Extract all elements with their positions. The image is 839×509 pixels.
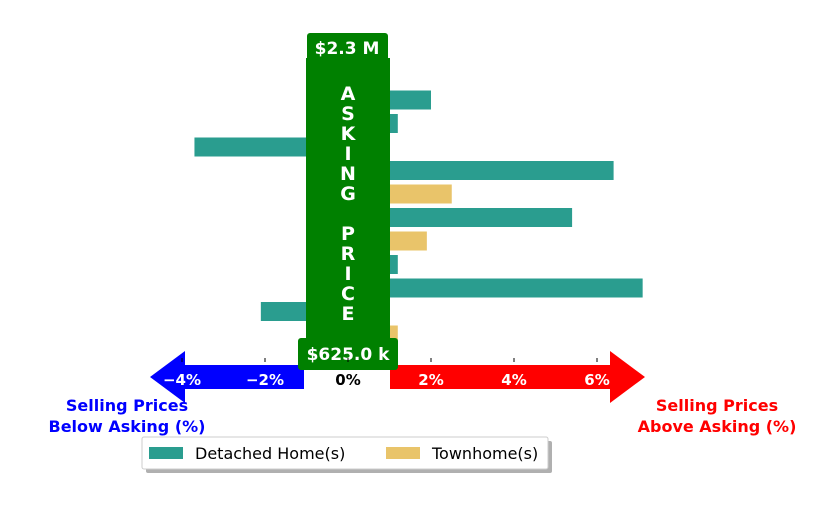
x-tick-label-5: 6% bbox=[584, 371, 609, 389]
asking-price-letter-5: G bbox=[340, 183, 356, 205]
asking-price-letter-3: I bbox=[344, 143, 351, 165]
legend-box bbox=[141, 436, 549, 470]
detached-bar-9 bbox=[348, 278, 643, 298]
asking-price-band bbox=[306, 58, 390, 350]
top-price-label: $2.3 M bbox=[315, 39, 380, 59]
top-price-box bbox=[307, 33, 388, 63]
asking-price-letter-2: K bbox=[341, 123, 357, 145]
right-arrow bbox=[390, 351, 645, 403]
x-tick-label-2: 0% bbox=[335, 371, 360, 389]
left-arrow bbox=[150, 351, 304, 403]
legend-swatch-1 bbox=[386, 447, 420, 459]
right-annotation-line-0: Selling Prices bbox=[656, 396, 778, 415]
asking-price-letter-7: P bbox=[341, 223, 355, 245]
detached-bar-4 bbox=[348, 161, 614, 180]
bottom-price-label: $625.0 k bbox=[307, 345, 391, 365]
x-tick-label-3: 2% bbox=[418, 371, 443, 389]
detached-bar-6 bbox=[348, 208, 573, 227]
asking-price-letter-9: I bbox=[344, 263, 351, 285]
left-annotation-line-0: Selling Prices bbox=[66, 396, 188, 415]
right-annotation-line-1: Above Asking (%) bbox=[638, 417, 797, 436]
legend-label-0: Detached Home(s) bbox=[195, 444, 345, 463]
left-annotation-line-1: Below Asking (%) bbox=[49, 417, 206, 436]
legend-swatch-0 bbox=[149, 447, 183, 459]
x-tick-label-4: 4% bbox=[501, 371, 526, 389]
x-tick-label-1: −2% bbox=[246, 371, 284, 389]
asking-price-letter-8: R bbox=[341, 243, 356, 265]
asking-price-letter-11: E bbox=[342, 303, 355, 325]
legend-label-1: Townhome(s) bbox=[431, 444, 538, 463]
asking-price-letter-0: A bbox=[341, 83, 356, 105]
asking-price-letter-1: S bbox=[341, 103, 355, 125]
bottom-price-box bbox=[298, 338, 398, 370]
asking-price-letter-10: C bbox=[341, 283, 355, 305]
x-tick-label-0: −4% bbox=[163, 371, 201, 389]
asking-price-letter-4: N bbox=[340, 163, 356, 185]
